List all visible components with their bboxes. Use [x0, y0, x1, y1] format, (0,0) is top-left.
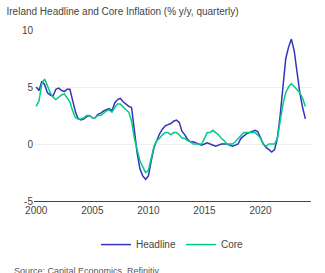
- svg-text:2005: 2005: [81, 205, 104, 216]
- svg-text:Ireland Headline and Core Infl: Ireland Headline and Core Inflation (% y…: [7, 6, 239, 17]
- svg-text:2015: 2015: [193, 205, 216, 216]
- svg-text:2010: 2010: [137, 205, 160, 216]
- svg-text:Source: Capital Economics, Ref: Source: Capital Economics, Refinitiv: [14, 266, 160, 273]
- svg-text:2000: 2000: [25, 205, 48, 216]
- svg-text:0: 0: [27, 139, 33, 150]
- svg-text:2020: 2020: [249, 205, 272, 216]
- svg-text:Headline: Headline: [136, 239, 176, 250]
- svg-text:5: 5: [27, 82, 33, 93]
- svg-text:-5: -5: [24, 196, 33, 207]
- svg-text:10: 10: [22, 25, 34, 36]
- svg-text:Core: Core: [221, 239, 243, 250]
